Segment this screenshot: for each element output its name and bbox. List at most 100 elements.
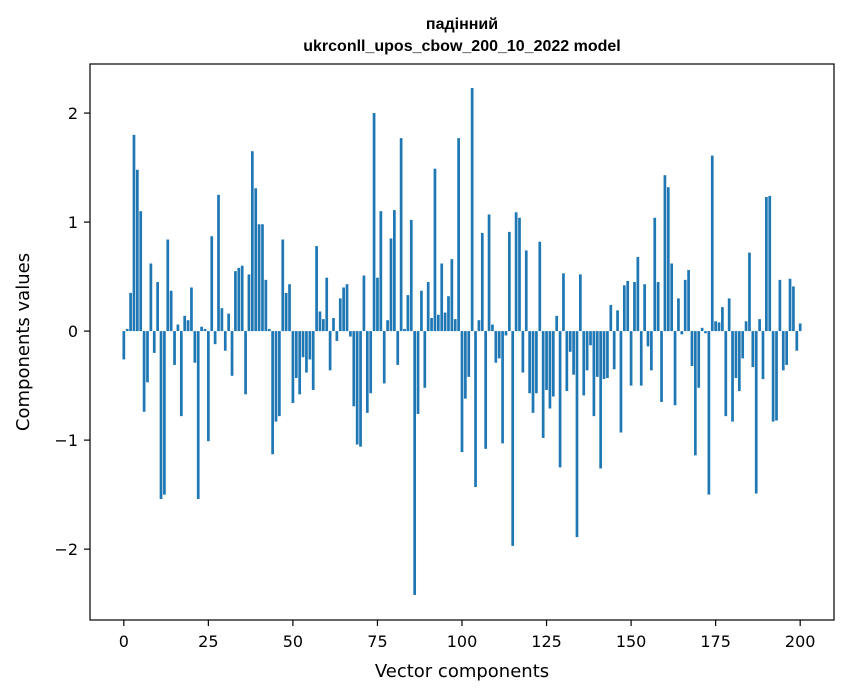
bar-133	[572, 331, 575, 375]
y-axis-label: Components values	[13, 253, 34, 431]
bar-168	[690, 331, 694, 366]
bar-1	[125, 328, 129, 332]
bar-143	[606, 331, 609, 378]
bar-84	[406, 295, 410, 332]
bar-86	[413, 331, 417, 595]
bar-99	[457, 138, 460, 332]
bar-31	[227, 313, 231, 332]
bar-188	[758, 319, 761, 332]
bar-40	[257, 224, 261, 332]
bar-74	[372, 113, 376, 332]
bar-20	[190, 287, 193, 332]
bar-8	[149, 263, 153, 332]
bar-159	[660, 331, 663, 402]
bar-38	[250, 151, 254, 332]
bar-176	[717, 322, 721, 332]
bar-155	[646, 331, 650, 347]
bar-180	[731, 331, 734, 422]
bar-167	[687, 270, 690, 332]
bar-98	[453, 319, 457, 332]
bar-104	[474, 331, 477, 487]
bar-139	[592, 331, 596, 417]
bar-177	[721, 307, 724, 332]
bar-107	[484, 331, 488, 449]
bar-77	[382, 331, 386, 384]
bar-88	[420, 290, 423, 332]
bar-95	[443, 312, 447, 332]
bar-174	[710, 155, 714, 332]
bar-111	[497, 331, 501, 359]
bar-170	[697, 331, 701, 388]
bar-56	[311, 331, 315, 390]
bar-145	[612, 331, 616, 370]
bar-117	[518, 217, 521, 332]
bar-175	[714, 321, 717, 332]
bar-169	[693, 331, 697, 456]
bar-7	[146, 331, 149, 383]
bar-173	[707, 331, 711, 495]
bar-149	[626, 280, 630, 332]
bar-124	[541, 331, 545, 438]
y-tick-label: −2	[54, 540, 78, 559]
bar-78	[386, 320, 389, 332]
plot-frame	[89, 63, 835, 621]
bar-189	[761, 331, 765, 380]
bar-113	[504, 331, 508, 336]
bar-163	[673, 331, 677, 406]
bar-58	[318, 311, 322, 332]
bar-45	[274, 331, 278, 422]
bar-66	[345, 284, 349, 332]
bar-60	[325, 277, 329, 332]
bar-162	[670, 263, 674, 332]
bar-165	[680, 331, 684, 335]
bar-182	[737, 331, 741, 392]
bar-190	[765, 197, 768, 332]
bar-158	[656, 282, 660, 332]
y-axis-ticks: −2 −1 0 1 2	[54, 104, 90, 559]
bar-24	[203, 328, 207, 332]
y-tick-label: −1	[54, 431, 78, 450]
bar-15	[173, 331, 176, 365]
bar-48	[284, 292, 288, 332]
bar-153	[639, 331, 643, 386]
bar-160	[663, 175, 667, 332]
bar-29	[220, 308, 224, 332]
bar-105	[477, 320, 481, 332]
bar-67	[349, 331, 352, 337]
bar-93	[436, 314, 440, 332]
x-tick-label: 175	[700, 632, 731, 651]
bar-63	[335, 331, 339, 341]
bar-156	[650, 331, 653, 371]
bar-52	[298, 331, 302, 395]
bar-11	[159, 331, 163, 499]
x-tick-label: 75	[367, 632, 387, 651]
bar-183	[741, 331, 745, 359]
bars-group	[122, 87, 802, 595]
bar-14	[169, 290, 173, 332]
bar-129	[558, 331, 562, 468]
y-tick-label: 2	[68, 104, 78, 123]
bar-75	[376, 277, 379, 332]
x-tick-label: 25	[198, 632, 218, 651]
chart-title-line1: падінний	[426, 16, 498, 33]
y-tick-label: 0	[68, 322, 78, 341]
bar-103	[470, 87, 474, 332]
bar-71	[362, 275, 366, 332]
bar-194	[778, 279, 782, 332]
bar-140	[595, 331, 599, 377]
bar-34	[237, 267, 241, 332]
bar-181	[734, 331, 738, 378]
bar-54	[305, 331, 308, 373]
bar-178	[724, 331, 728, 417]
bar-3	[132, 134, 136, 332]
bar-82	[399, 138, 403, 332]
bar-134	[575, 331, 579, 538]
bar-106	[480, 232, 484, 332]
chart-title-line2: ukrconll_upos_cbow_200_10_2022 model	[303, 38, 620, 55]
x-axis-ticks: 0 25 50 75 100 125 150 175 200	[119, 620, 815, 651]
bar-150	[629, 331, 633, 386]
bar-152	[636, 256, 640, 332]
bar-32	[230, 331, 234, 376]
bar-118	[521, 331, 525, 373]
